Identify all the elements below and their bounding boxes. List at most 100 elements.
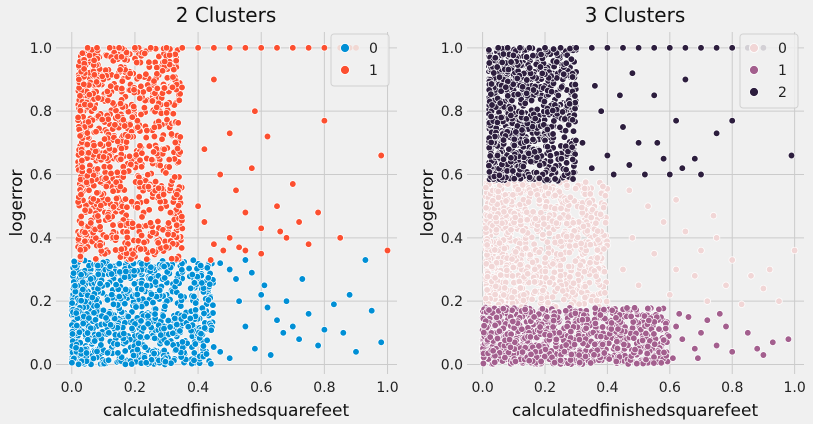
data-point (122, 267, 130, 276)
data-point (511, 357, 520, 366)
data-point (571, 257, 580, 265)
data-point (580, 268, 589, 276)
data-point (186, 314, 194, 323)
data-point (541, 345, 550, 354)
series-0-points (482, 177, 799, 312)
data-point (168, 255, 176, 263)
data-point (627, 312, 635, 321)
data-point (104, 195, 112, 204)
data-point (541, 352, 549, 361)
data-point (167, 130, 176, 138)
data-point (83, 140, 91, 149)
data-point (159, 312, 167, 320)
y-tick-label: 0.4 (30, 231, 52, 247)
data-point (551, 191, 559, 200)
data-point (304, 240, 313, 248)
data-point (142, 133, 150, 142)
data-point (74, 113, 82, 122)
data-point (526, 333, 535, 341)
data-point (565, 100, 574, 108)
data-point (200, 145, 209, 153)
data-point (585, 199, 594, 207)
y-tick-label: 1.0 (30, 41, 52, 57)
data-point (142, 359, 150, 367)
data-point (257, 291, 265, 299)
data-point (159, 190, 168, 199)
data-point (86, 101, 94, 109)
data-point (273, 44, 281, 52)
title-2-clusters: 2 Clusters (176, 3, 277, 27)
data-point (289, 322, 297, 331)
data-point (567, 350, 576, 359)
data-point (121, 347, 129, 355)
data-point (136, 178, 144, 187)
data-point (523, 216, 531, 224)
data-point (546, 331, 554, 339)
data-point (594, 236, 602, 244)
data-point (136, 94, 144, 102)
data-point (103, 296, 112, 304)
legend-frame (330, 33, 390, 87)
data-point (543, 238, 552, 246)
data-point (121, 195, 130, 203)
data-point (74, 360, 83, 368)
data-point (562, 307, 570, 315)
data-point (491, 54, 499, 62)
data-point (134, 123, 142, 131)
data-point (345, 291, 354, 299)
data-point (172, 277, 180, 285)
data-point (581, 282, 589, 291)
data-point (581, 293, 589, 302)
data-point (136, 156, 144, 164)
data-point (160, 324, 168, 333)
data-point (566, 193, 574, 201)
data-point (490, 69, 498, 77)
legend-label-1: 1 (778, 63, 787, 79)
data-point (502, 197, 510, 205)
data-point (102, 314, 110, 322)
data-point (535, 248, 543, 256)
data-point (500, 244, 509, 253)
series-1-points (74, 44, 392, 264)
data-point (76, 132, 84, 140)
y-tick-label: 0.0 (441, 358, 463, 374)
data-point (619, 265, 627, 274)
data-point (482, 294, 490, 303)
data-point (163, 100, 171, 109)
data-point (569, 288, 577, 296)
data-point (512, 128, 520, 136)
data-point (204, 296, 213, 304)
data-point (563, 219, 571, 228)
data-point (185, 264, 193, 273)
data-point (282, 297, 291, 305)
data-point (77, 219, 86, 228)
data-point (314, 208, 322, 217)
data-point (132, 303, 140, 311)
data-point (177, 292, 185, 300)
data-point (544, 299, 552, 307)
data-point (191, 306, 200, 314)
data-point (82, 349, 91, 357)
data-point (118, 77, 126, 85)
data-point (109, 300, 118, 308)
data-point (137, 231, 146, 240)
data-point (162, 109, 171, 117)
data-point (569, 175, 577, 183)
data-point (586, 190, 594, 198)
data-point (510, 141, 518, 150)
data-point (535, 174, 543, 182)
data-point (601, 289, 609, 297)
data-point (608, 306, 616, 314)
data-point (117, 53, 126, 61)
data-point (173, 190, 181, 199)
data-point (251, 345, 259, 353)
data-point (173, 320, 181, 329)
data-point (655, 325, 663, 333)
data-point (78, 163, 86, 171)
data-point (257, 224, 265, 232)
data-point (506, 105, 515, 113)
data-point (107, 82, 115, 90)
data-point (555, 329, 564, 337)
data-point (575, 351, 583, 359)
data-point (164, 316, 172, 325)
